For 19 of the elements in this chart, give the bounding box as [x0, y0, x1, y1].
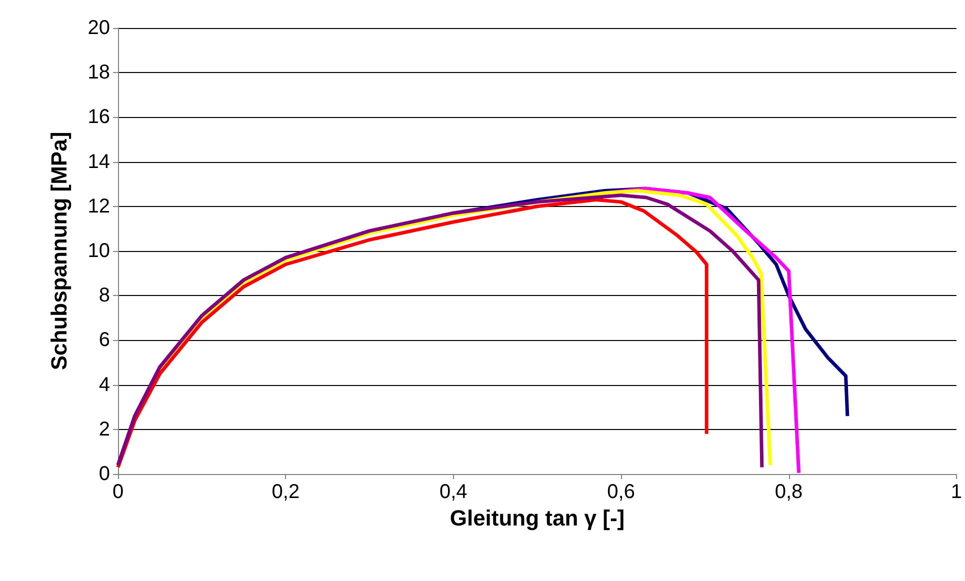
x-tick-label: 0,4	[439, 481, 468, 503]
y-tick-label: 6	[98, 329, 110, 352]
y-axis-title: Schubspannung [MPa]	[46, 132, 72, 370]
x-tick-label: 0	[112, 481, 124, 503]
x-tick-label: 0,2	[272, 481, 300, 503]
x-tick-label: 1	[950, 481, 962, 503]
y-tick-label: 20	[88, 17, 110, 39]
y-tick-label: 14	[88, 150, 110, 173]
y-tick-label: 0	[98, 463, 110, 485]
x-axis-title: Gleitung tan γ [-]	[450, 505, 625, 530]
y-tick-label: 8	[98, 284, 110, 307]
x-tick-label: 0,8	[774, 481, 803, 503]
y-tick-label: 2	[98, 418, 110, 440]
y-tick-label: 10	[88, 240, 110, 262]
y-tick-label: 16	[88, 106, 110, 128]
y-tick-label: 18	[88, 62, 110, 84]
x-tick-label: 0,6	[607, 481, 635, 503]
y-tick-label: 12	[88, 195, 110, 218]
y-tick-label: 4	[98, 374, 110, 396]
